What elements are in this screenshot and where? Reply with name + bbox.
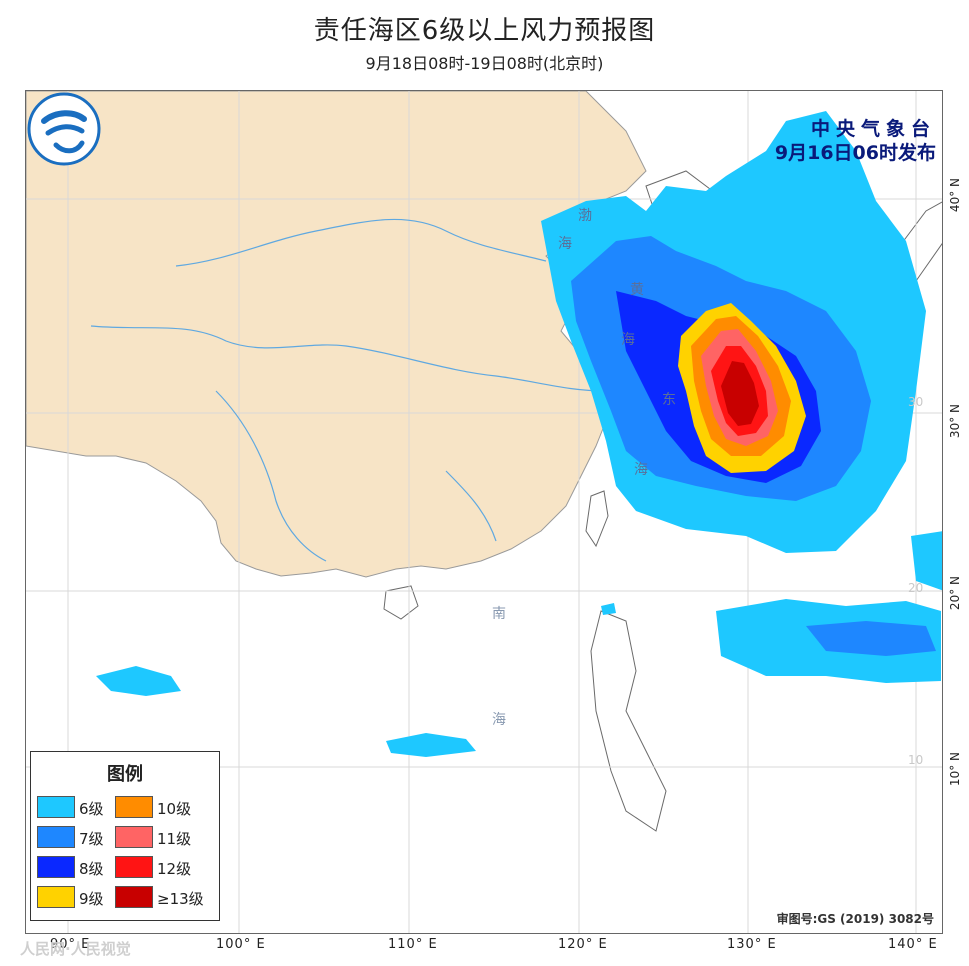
philippines-outline [590, 610, 667, 832]
zone-13 [721, 361, 759, 426]
china-landmass [26, 91, 647, 578]
lon-label-130: 130° E [727, 937, 777, 952]
lon-label-100: 100° E [216, 937, 266, 952]
legend-swatch [115, 796, 153, 818]
lon-label-110: 110° E [388, 937, 438, 952]
sea-label-south-1: 南 [492, 606, 506, 622]
legend-label: ≥13级 [157, 890, 204, 908]
legend-swatch [115, 826, 153, 848]
issue-time: 9月16日06时发布 [774, 142, 936, 164]
map-canvas [26, 91, 942, 933]
wind-zones [96, 111, 942, 757]
rivers [90, 218, 607, 562]
sea-label-bohai-1: 渤 [578, 208, 592, 224]
issuer-block: 中央气象台 9月16日06时发布 [775, 117, 936, 165]
map-title: 责任海区6级以上风力预报图 [313, 16, 656, 46]
legend-title: 图例 [107, 764, 143, 785]
legend-swatch [37, 856, 75, 878]
zone-6-scs-2 [386, 733, 476, 757]
wind-forecast-map: 中央气象台 9月16日06时发布 渤 海 黄 海 东 海 南 海 30 20 1… [25, 90, 943, 934]
legend-label: 8级 [79, 860, 104, 878]
zone-7-pacific [806, 621, 936, 656]
legend-label: 10级 [157, 800, 192, 818]
lat-label-10: 10° N [948, 752, 962, 787]
sea-label-bohai-2: 海 [558, 236, 572, 252]
lat-label-40: 40° N [948, 178, 962, 213]
grid-number-20: 20 [908, 581, 924, 595]
legend-label: 9级 [79, 890, 104, 908]
grid-number-10: 10 [908, 753, 924, 767]
sea-label-yellow-2: 海 [621, 332, 635, 348]
legend-swatch [115, 856, 153, 878]
legend-label: 7级 [79, 830, 104, 848]
legend-grid: 6级 10级 7级 11级 8级 [37, 796, 217, 916]
sea-label-yellow-1: 黄 [630, 282, 644, 298]
legend-label: 12级 [157, 860, 192, 878]
lon-label-140: 140° E [888, 937, 938, 952]
legend-label: 11级 [157, 830, 192, 848]
forecast-period: 9月18日08时-19日08时(北京时) [365, 54, 604, 73]
cma-logo-icon [27, 92, 101, 166]
lat-label-20: 20° N [948, 576, 962, 611]
sea-label-south-2: 海 [492, 712, 506, 728]
legend-swatch [37, 886, 75, 908]
legend-label: 6级 [79, 800, 104, 818]
lon-label-90: 90° E [50, 937, 91, 952]
zone-6-scs-3 [601, 603, 616, 615]
lat-label-30: 30° N [948, 404, 962, 439]
legend: 图例 6级 10级 7级 11级 [30, 751, 220, 921]
zone-6-east [911, 531, 942, 591]
grid-number-30: 30 [908, 395, 924, 409]
lon-label-120: 120° E [558, 937, 608, 952]
issuer-agency: 中央气象台 [810, 118, 936, 140]
legend-swatch [37, 826, 75, 848]
sea-label-east-2: 海 [634, 462, 648, 478]
review-number: 审图号:GS (2019) 3082号 [776, 912, 934, 926]
zone-6-scs-1 [96, 666, 181, 696]
legend-swatch [115, 886, 153, 908]
sea-label-east-1: 东 [662, 392, 676, 408]
taiwan-outline [585, 490, 609, 548]
legend-swatch [37, 796, 75, 818]
watermark: 人民网·人民视觉 [20, 940, 131, 958]
